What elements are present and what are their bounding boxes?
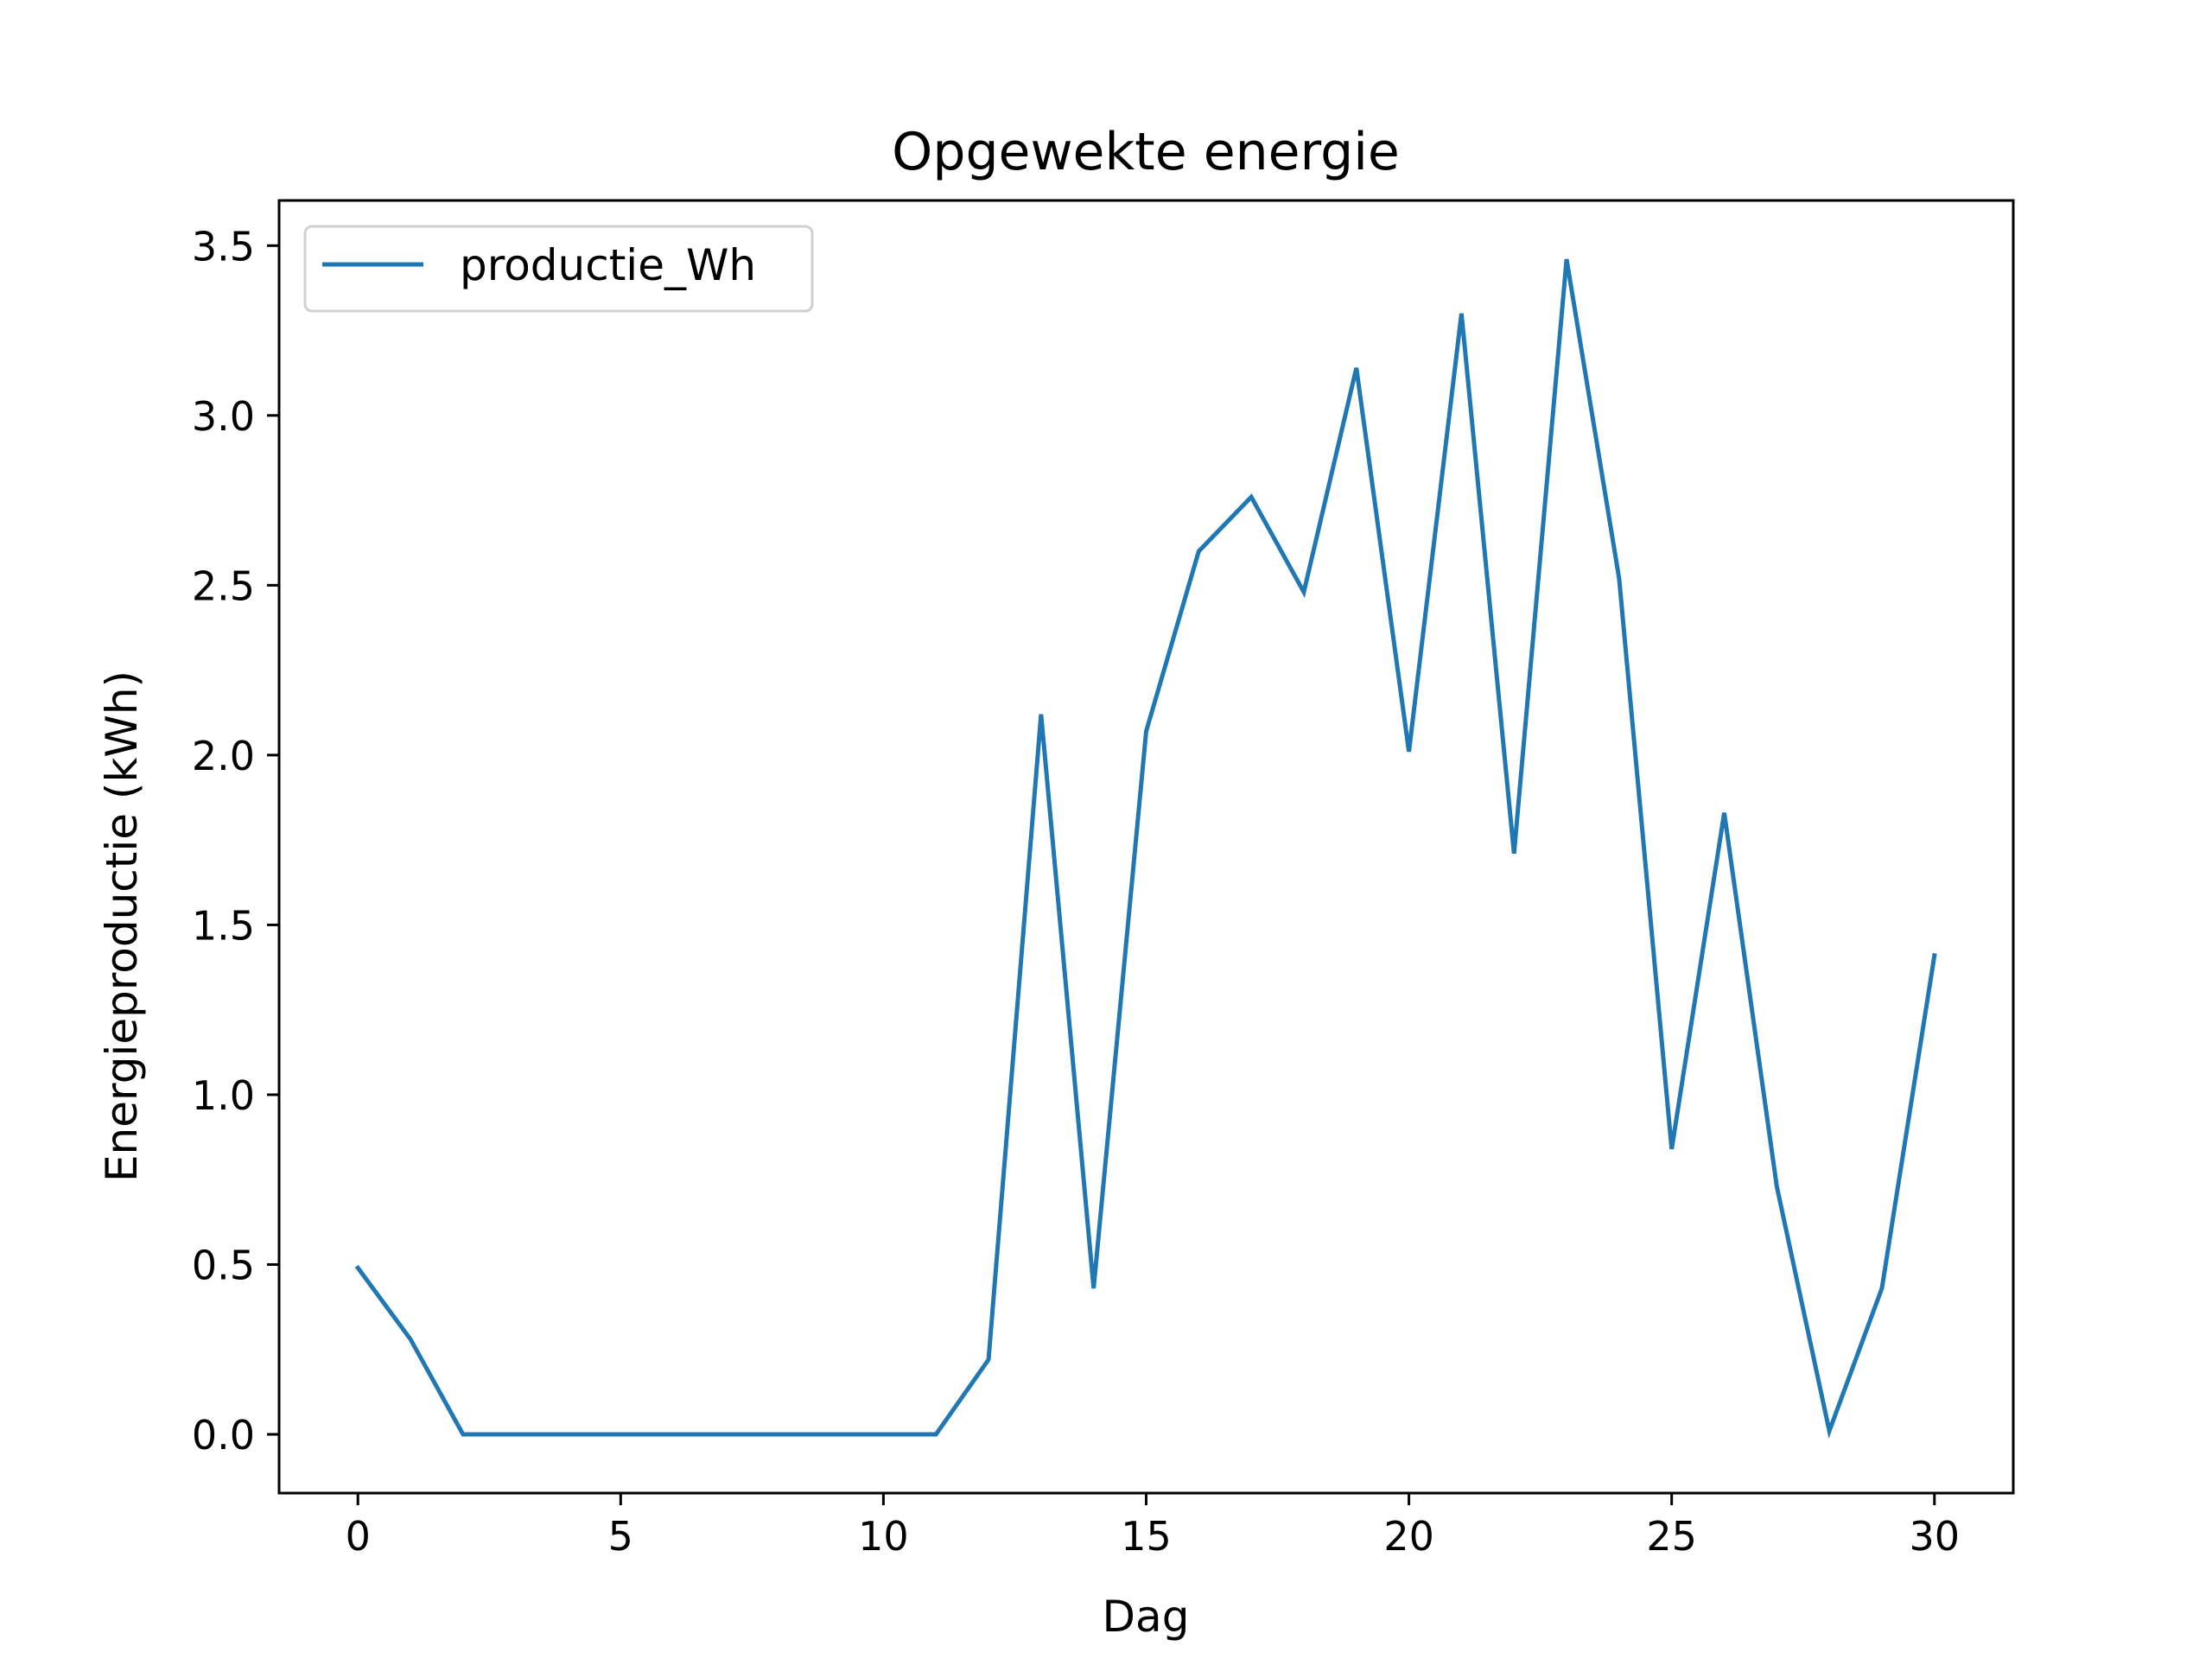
x-tick-label: 25 (1646, 1513, 1697, 1560)
y-tick-label: 3.0 (192, 393, 255, 440)
plot-area: 0 5 10 15 20 25 30 0.0 0.5 1.0 1.5 2.0 2.5 3.0 3.5 (192, 199, 2015, 1560)
y-tick-label: 0.5 (192, 1242, 255, 1288)
y-tick-label: 2.0 (192, 733, 255, 779)
y-tick-label: 1.5 (192, 902, 255, 949)
legend: productie_Wh (303, 225, 814, 313)
y-axis: 0.0 0.5 1.0 1.5 2.0 2.5 3.0 3.5 (192, 223, 279, 1459)
x-axis-label: Dag (1103, 1592, 1190, 1642)
y-tick-label: 2.5 (192, 563, 255, 609)
legend-entry-label: productie_Wh (460, 240, 756, 290)
y-axis-label: Energieproductie (kWh) (97, 671, 147, 1182)
x-tick-label: 5 (608, 1513, 633, 1560)
x-axis: 0 5 10 15 20 25 30 (346, 1493, 1960, 1560)
y-tick-label: 0.0 (192, 1412, 255, 1459)
legend-box (303, 225, 814, 313)
x-tick-label: 20 (1383, 1513, 1434, 1560)
x-tick-label: 10 (858, 1513, 909, 1560)
x-tick-label: 30 (1909, 1513, 1960, 1560)
y-tick-label: 1.0 (192, 1072, 255, 1119)
x-tick-label: 15 (1121, 1513, 1172, 1560)
x-tick-label: 0 (346, 1513, 371, 1560)
chart-title: Opgewekte energie (892, 122, 1400, 182)
y-tick-label: 3.5 (192, 223, 255, 270)
series-layer (354, 258, 1937, 1440)
